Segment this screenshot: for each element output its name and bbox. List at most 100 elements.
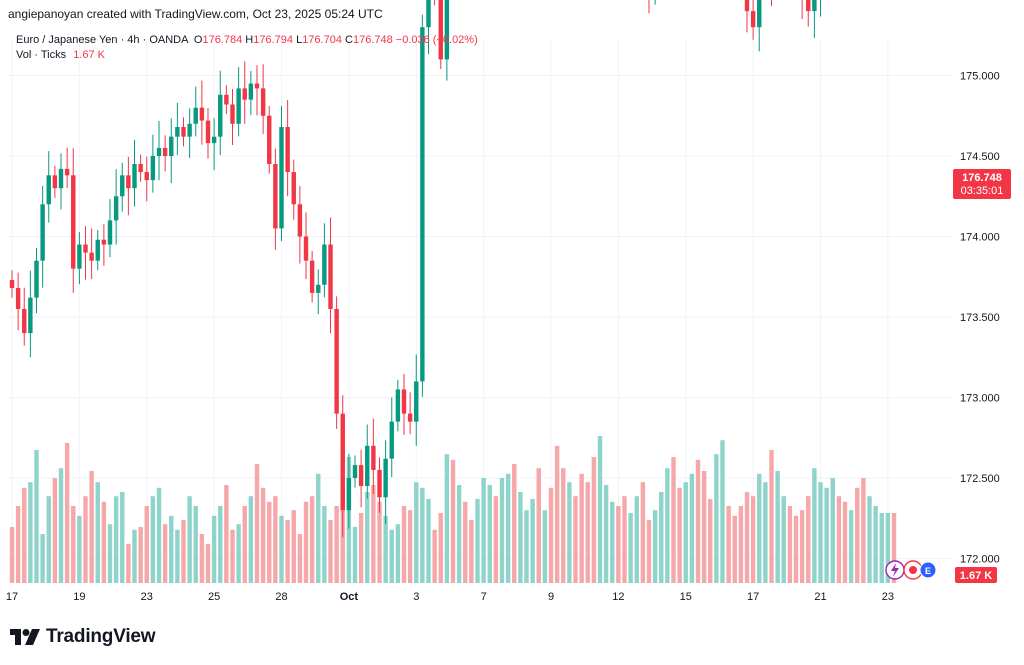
candle-down [126, 156, 131, 216]
candle-down [89, 228, 94, 280]
candle-down [438, 0, 443, 70]
time-axis[interactable]: 17 19 23 25 28 Oct 3 7 9 12 15 17 21 23 [6, 591, 894, 603]
candle-up [218, 70, 223, 156]
candle-down [297, 185, 303, 264]
volume-bar [132, 529, 137, 583]
time-tick-label: 28 [275, 591, 287, 603]
symbol-name[interactable]: Euro / Japanese Yen · 4h · OANDA [16, 34, 188, 46]
candle-down [648, 0, 650, 14]
volume-bar [95, 482, 100, 583]
volume-bar [499, 478, 505, 583]
volume-bar [40, 534, 45, 583]
tradingview-logo[interactable]: TradingView [10, 626, 156, 648]
candle-up [40, 185, 45, 288]
volume-bar [22, 487, 27, 583]
close-label: C [345, 34, 353, 46]
candle-up [426, 0, 431, 55]
price-tick-label: 175.500 [960, 0, 1000, 2]
volume-bar [481, 478, 486, 583]
volume-bar [475, 499, 480, 583]
volume-bar [291, 510, 296, 583]
volume-bar [254, 464, 260, 583]
candle-down [340, 395, 345, 538]
time-tick-label: 17 [747, 591, 759, 603]
volume-bar [603, 485, 609, 583]
time-tick-label: 17 [6, 591, 18, 603]
volume-bar [567, 482, 572, 583]
candle-down [371, 418, 376, 495]
volume-bar [493, 496, 499, 583]
candle-down [407, 392, 413, 435]
volume-bar [260, 487, 266, 583]
low-value: 176.704 [302, 34, 342, 46]
volume-bar [585, 482, 590, 583]
close-value: 176.748 [352, 34, 393, 46]
candle-up [113, 169, 119, 245]
volume-bar [463, 501, 468, 583]
candle-up [812, 0, 817, 39]
volume-bar [107, 524, 113, 583]
candle-down [15, 272, 21, 331]
candle-down [254, 65, 260, 116]
candle-up [193, 86, 198, 137]
volume-bar [77, 515, 82, 583]
volume-bar [689, 473, 695, 583]
candle-up [28, 270, 33, 358]
candle-up [444, 0, 450, 81]
candle-down [205, 108, 211, 159]
time-tick-label: 12 [612, 591, 624, 603]
volume-bar [677, 487, 682, 583]
volume-label[interactable]: Vol · Ticks [16, 49, 67, 61]
candlestick-series [9, 0, 821, 538]
volume-bar [763, 482, 768, 583]
volume-bar [150, 496, 156, 583]
volume-bar [855, 487, 860, 583]
svg-text:E: E [925, 566, 931, 576]
high-value: 176.794 [253, 34, 293, 46]
volume-bar [512, 464, 517, 583]
volume-bar [297, 534, 303, 583]
candle-down [52, 165, 58, 198]
price-axis[interactable]: 178.500178.000177.500177.000176.500176.0… [960, 0, 1000, 566]
time-tick-label: 3 [413, 591, 419, 603]
volume-bar [726, 506, 731, 583]
volume-bar [444, 454, 450, 583]
volume-bars [9, 436, 897, 583]
volume-bar [750, 496, 756, 583]
volume-bar [836, 496, 842, 583]
candle-down [801, 0, 803, 20]
volume-bar [842, 501, 848, 583]
volume-bar [285, 520, 290, 583]
volume-bar [799, 510, 805, 583]
candle-down [434, 0, 436, 6]
candle-down [377, 457, 382, 513]
volume-bar [830, 478, 835, 583]
volume-bar [744, 492, 750, 583]
volume-bar [218, 506, 223, 583]
candle-up [150, 134, 156, 193]
candle-up [169, 118, 174, 184]
volume-bar [303, 501, 309, 583]
volume-bar [873, 506, 878, 583]
volume-bar [144, 506, 149, 583]
volume-bar [597, 436, 603, 583]
earnings-icon[interactable] [919, 561, 937, 579]
volume-bar [309, 496, 315, 583]
candle-down [806, 0, 811, 27]
volume-bar [279, 515, 284, 583]
volume-bar [316, 473, 321, 583]
volume-bar [738, 506, 744, 583]
candle-up [248, 70, 254, 116]
volume-bar [389, 529, 394, 583]
volume-bar [652, 510, 658, 583]
indicator-icons[interactable]: E [885, 560, 937, 580]
volume-bar [671, 457, 676, 583]
volume-bar [640, 482, 646, 583]
candle-up [316, 269, 321, 315]
volume-bar [328, 520, 333, 583]
volume-bar [848, 510, 854, 583]
time-tick-label: 21 [814, 591, 826, 603]
created-by-header: angiepanoyan created with TradingView.co… [8, 7, 383, 21]
price-tick-label: 173.500 [960, 312, 1000, 324]
